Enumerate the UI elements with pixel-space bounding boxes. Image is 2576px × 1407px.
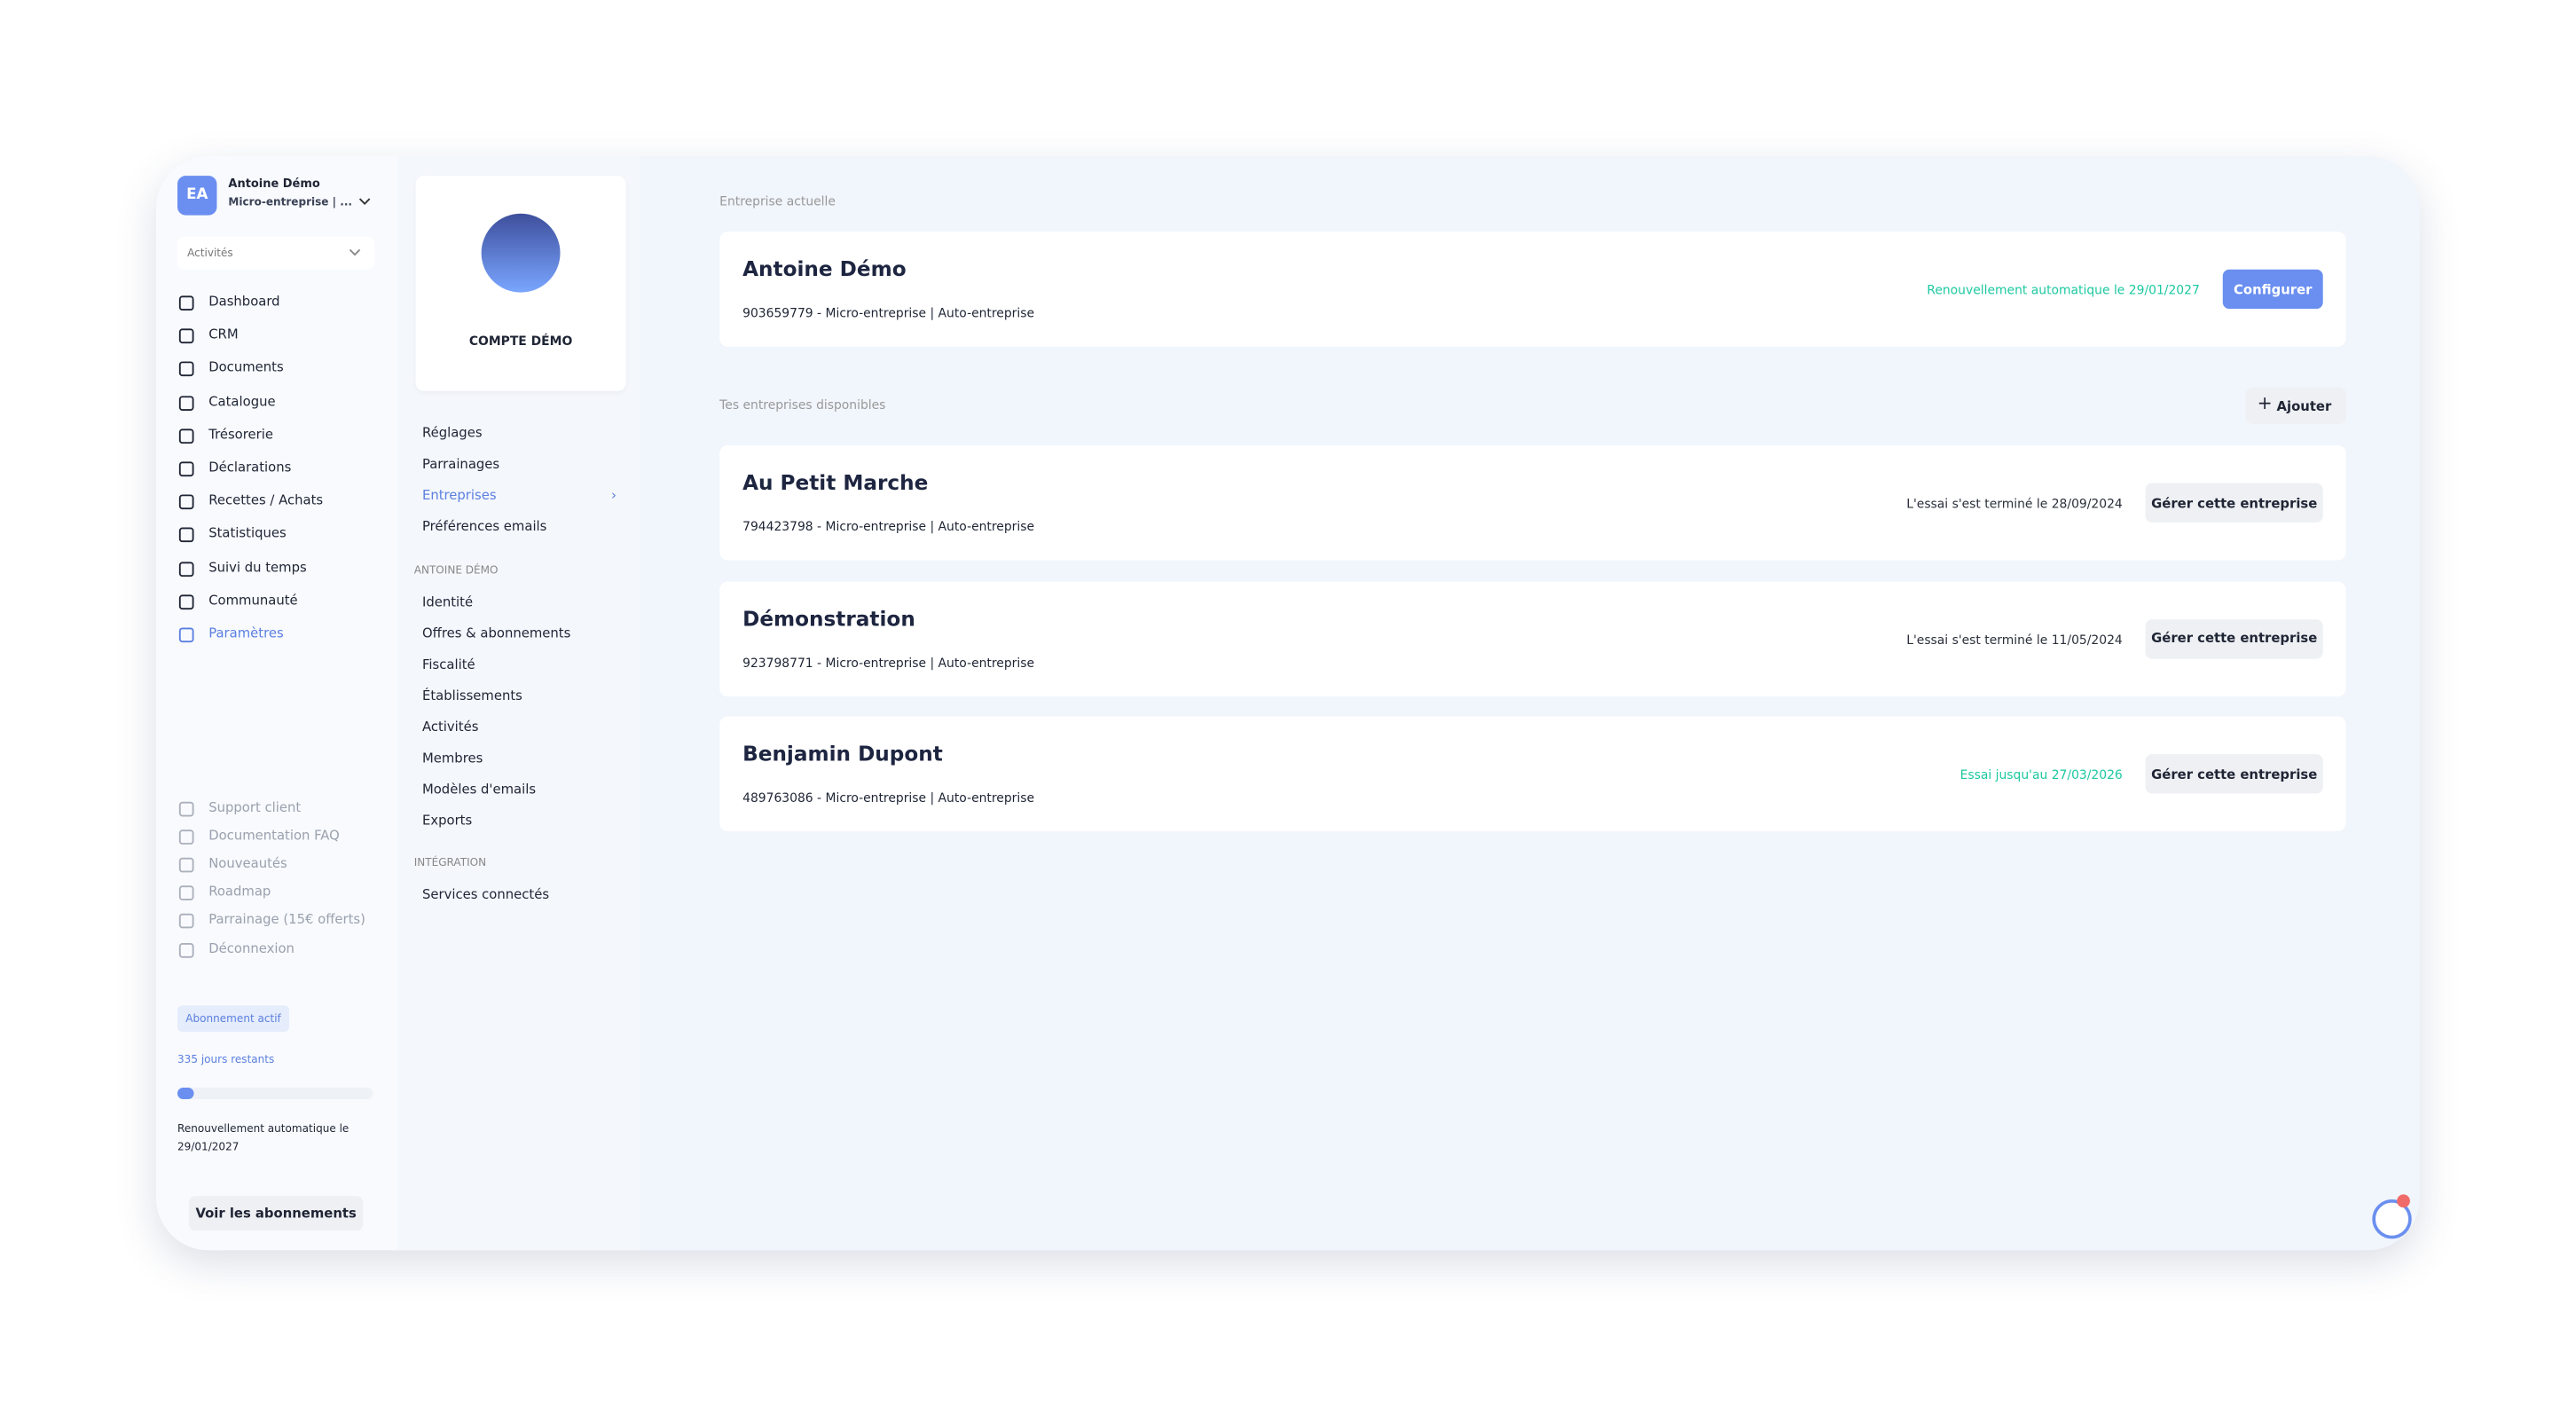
settings-menu-item[interactable]: Fiscalité	[421, 656, 475, 672]
app-window: EA Antoine Démo Micro-entreprise | ... A…	[155, 155, 2420, 1251]
company-details: 489763086 - Micro-entreprise | Auto-entr…	[742, 790, 1035, 806]
help-link[interactable]: Roadmap	[208, 884, 271, 900]
icon	[178, 914, 194, 930]
nav-item[interactable]: Catalogue	[208, 393, 276, 409]
icon	[178, 627, 194, 643]
account-name: Antoine Démo	[228, 177, 320, 191]
settings-menu-item[interactable]: Préférences emails	[421, 519, 547, 534]
company-status: Renouvellement automatique le 29/01/2027	[1927, 282, 2200, 298]
main-sidebar: EA Antoine Démo Micro-entreprise | ... A…	[155, 155, 398, 1251]
section-title: ANTOINE DÉMO	[413, 563, 499, 578]
subscription-badge: Abonnement actif	[177, 1005, 290, 1033]
activity-select-text: Activités	[187, 246, 233, 260]
settings-menu-item[interactable]: Modèles d'emails	[421, 782, 537, 798]
settings-menu-item[interactable]: Réglages	[421, 425, 483, 441]
settings-menu-item[interactable]: Activités	[421, 719, 479, 735]
company-status: L'essai s'est terminé le 28/09/2024	[1906, 496, 2123, 511]
plus-icon: +	[2257, 392, 2273, 414]
activity-select[interactable]: Activités	[177, 236, 375, 270]
help-link[interactable]: Support client	[208, 799, 302, 815]
company-details: 903659779 - Micro-entreprise | Auto-entr…	[742, 305, 1035, 321]
nav-item[interactable]: Dashboard	[208, 294, 280, 310]
subscriptions-button[interactable]: Voir les abonnements	[188, 1196, 364, 1231]
settings-menu-item[interactable]: Entreprises	[421, 488, 497, 503]
add-button[interactable]: Ajouter	[2245, 388, 2346, 424]
company-name: Démonstration	[742, 605, 915, 631]
icon	[178, 885, 194, 901]
icon	[178, 494, 194, 510]
settings-menu-item[interactable]: Offres & abonnements	[421, 625, 571, 641]
icon	[178, 829, 194, 845]
progress-fill	[177, 1088, 194, 1099]
company-name: Benjamin Dupont	[742, 741, 943, 766]
settings-menu-item[interactable]: Services connectés	[421, 887, 550, 902]
section-label: Entreprise actuelle	[719, 193, 836, 209]
company-card: Démonstration 923798771 - Micro-entrepris…	[719, 581, 2346, 696]
help-widget[interactable]	[2372, 1199, 2412, 1239]
settings-menu-item[interactable]: Parrainages	[421, 456, 500, 472]
company-status: Essai jusqu'au 27/03/2026	[1959, 767, 2123, 783]
settings-menu-item[interactable]: Établissements	[421, 688, 522, 704]
help-link[interactable]: Parrainage (15€ offerts)	[208, 912, 365, 928]
nav-item[interactable]: Paramètres	[208, 625, 284, 641]
icon	[178, 362, 194, 377]
icon	[178, 942, 194, 957]
company-details: 923798771 - Micro-entreprise | Auto-entr…	[742, 655, 1035, 671]
nav-item[interactable]: Suivi du temps	[208, 559, 307, 575]
icon	[178, 858, 194, 873]
chevron-icon	[349, 248, 361, 256]
chevron-icon: ›	[610, 488, 617, 503]
company-name: Antoine Démo	[742, 255, 907, 281]
icon	[178, 594, 194, 609]
nav-item[interactable]: Documents	[208, 360, 284, 375]
notification-dot	[2397, 1194, 2410, 1208]
icon	[178, 428, 194, 444]
help-link[interactable]: Nouveautés	[208, 856, 287, 871]
account-company[interactable]: Micro-entreprise | ...	[228, 195, 352, 209]
nav-item[interactable]: Trésorerie	[208, 427, 273, 442]
nav-item[interactable]: Déclarations	[208, 460, 292, 476]
company-status: L'essai s'est terminé le 11/05/2024	[1906, 632, 2123, 648]
account-logo	[481, 213, 561, 293]
manage-button[interactable]: Gérer cette entreprise	[2145, 483, 2323, 523]
section-title: INTÉGRATION	[413, 855, 487, 869]
icon	[178, 561, 194, 577]
nav-item[interactable]: Statistiques	[208, 526, 287, 542]
account-card: COMPTE DÉMO	[415, 176, 626, 391]
company-card: Benjamin Dupont 489763086 - Micro-entrepr…	[719, 717, 2346, 832]
icon	[178, 295, 194, 311]
settings-menu-item[interactable]: Identité	[421, 594, 474, 610]
configure-button[interactable]: Configurer	[2222, 269, 2323, 310]
company-card: Antoine Démo 903659779 - Micro-entreprise…	[719, 232, 2346, 347]
settings-menu-item[interactable]: Exports	[421, 813, 473, 829]
icon	[178, 461, 194, 477]
section-label: Tes entreprises disponibles	[719, 397, 886, 413]
help-link[interactable]: Déconnexion	[208, 940, 295, 955]
manage-button[interactable]: Gérer cette entreprise	[2145, 618, 2323, 659]
nav-item[interactable]: CRM	[208, 326, 239, 342]
settings-sidebar: COMPTE DÉMO Réglages Parrainages Entrepris…	[397, 155, 641, 1251]
icon	[178, 328, 194, 344]
renewal-text: Renouvellement automatique le 29/01/2027	[177, 1121, 349, 1154]
manage-button[interactable]: Gérer cette entreprise	[2145, 754, 2323, 795]
nav-item[interactable]: Communauté	[208, 593, 298, 608]
icon	[178, 528, 194, 543]
nav-item[interactable]: Recettes / Achats	[208, 492, 324, 508]
company-card: Au Petit Marche 794423798 - Micro-entrepr…	[719, 444, 2346, 561]
company-name: Au Petit Marche	[742, 469, 929, 495]
settings-menu-item[interactable]: Membres	[421, 751, 483, 766]
icon	[178, 395, 194, 411]
avatar: EA	[177, 176, 217, 216]
days-left: 335 jours restants	[177, 1053, 275, 1066]
progress-track	[177, 1088, 373, 1099]
icon	[178, 801, 194, 817]
chevron-icon	[358, 198, 371, 205]
help-link[interactable]: Documentation FAQ	[208, 828, 340, 844]
account-label: COMPTE DÉMO	[468, 333, 573, 349]
company-details: 794423798 - Micro-entreprise | Auto-entr…	[742, 519, 1035, 534]
